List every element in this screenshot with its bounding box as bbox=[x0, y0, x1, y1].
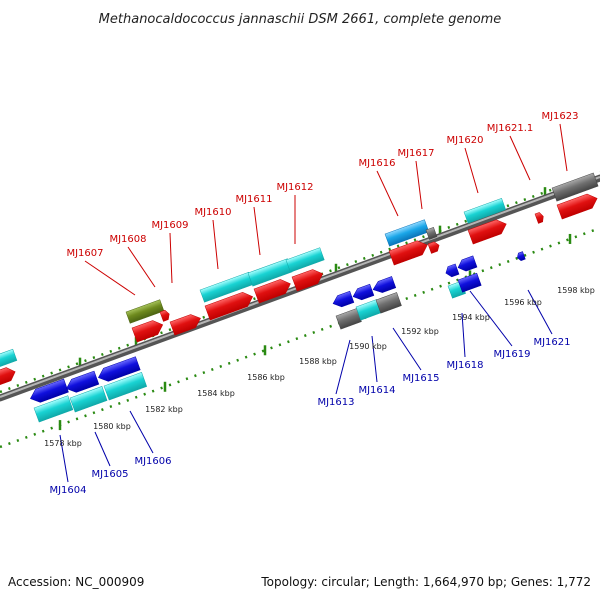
scale-tick-label: 1594 kbp bbox=[452, 313, 490, 322]
reverse-gene bbox=[375, 292, 402, 314]
reverse-gene bbox=[98, 356, 141, 382]
label-leader bbox=[94, 431, 111, 467]
reverse-gene bbox=[457, 255, 478, 272]
gene-label-top: MJ1620 bbox=[446, 135, 483, 146]
map-title: Methanocaldococcus jannaschii DSM 2661, … bbox=[99, 12, 502, 27]
topology-summary: Topology: circular; Length: 1,664,970 bp… bbox=[260, 575, 591, 589]
scale-tick-label: 1584 kbp bbox=[197, 389, 235, 398]
gene-label-bottom: MJ1621 bbox=[533, 337, 570, 348]
forward-gene bbox=[131, 320, 164, 343]
reverse-guide-track bbox=[0, 226, 600, 449]
gene-label-top: MJ1617 bbox=[397, 148, 434, 159]
reverse-gene bbox=[445, 263, 460, 278]
label-leader bbox=[415, 160, 423, 210]
gene-label-top: MJ1612 bbox=[276, 182, 313, 193]
forward-gene bbox=[388, 240, 428, 266]
scale-tick-label: 1590 kbp bbox=[349, 342, 387, 351]
forward-gene bbox=[291, 269, 324, 292]
scale-tick-label: 1580 kbp bbox=[93, 422, 131, 431]
accession-text: Accession: NC_000909 bbox=[8, 575, 144, 589]
reverse-gene bbox=[66, 370, 100, 393]
reverse-gene bbox=[457, 272, 482, 293]
forward-gene bbox=[551, 172, 599, 202]
gene-label-bottom: MJ1606 bbox=[134, 456, 171, 467]
forward-gene bbox=[125, 299, 165, 324]
label-leader bbox=[212, 219, 219, 270]
label-leader bbox=[129, 410, 154, 454]
forward-gene bbox=[556, 193, 598, 220]
forward-gene bbox=[425, 226, 438, 240]
scale-tick-label: 1578 kbp bbox=[44, 439, 82, 448]
scale-ticks: 1578 kbp 1580 kbp 1582 kbp 1584 kbp 1586 kbp… bbox=[44, 286, 595, 448]
label-leader bbox=[127, 246, 156, 288]
gene-label-top: MJ1611 bbox=[235, 194, 272, 205]
forward-gene bbox=[467, 219, 507, 245]
reverse-gene bbox=[332, 290, 355, 308]
scale-tick-label: 1592 kbp bbox=[401, 327, 439, 336]
label-leader bbox=[464, 147, 479, 194]
forward-gene bbox=[463, 197, 507, 224]
gene-label-bottom: MJ1614 bbox=[358, 385, 395, 396]
reverse-gene bbox=[103, 371, 148, 401]
gene-label-top: MJ1609 bbox=[151, 220, 188, 231]
reverse-gene bbox=[33, 395, 74, 423]
gene-label-top: MJ1607 bbox=[66, 248, 103, 259]
label-leader bbox=[59, 434, 69, 483]
reverse-gene bbox=[517, 251, 526, 261]
reverse-gene bbox=[372, 276, 397, 293]
forward-gene bbox=[253, 279, 291, 304]
label-leaders bbox=[59, 123, 568, 483]
reverse-gene bbox=[69, 386, 108, 413]
label-leader bbox=[559, 123, 568, 172]
reverse-gene bbox=[30, 378, 69, 403]
label-leader bbox=[253, 206, 261, 256]
gene-label-top: MJ1623 bbox=[541, 111, 578, 122]
forward-gene bbox=[427, 241, 440, 254]
label-leader bbox=[84, 260, 136, 296]
scale-tick-label: 1582 kbp bbox=[145, 405, 183, 414]
gene-label-top: MJ1621.1 bbox=[487, 123, 534, 134]
forward-gene bbox=[534, 212, 544, 224]
scale-tick-label: 1598 kbp bbox=[557, 286, 595, 295]
forward-gene bbox=[169, 314, 201, 336]
gene-label-bottom: MJ1615 bbox=[402, 373, 439, 384]
label-leader bbox=[371, 335, 378, 383]
label-leader bbox=[509, 135, 531, 181]
gene-features bbox=[0, 172, 599, 423]
label-leader bbox=[527, 289, 553, 335]
reverse-gene bbox=[335, 308, 362, 330]
gene-label-bottom: MJ1618 bbox=[446, 360, 483, 371]
label-leader bbox=[461, 312, 466, 358]
gene-label-top: MJ1610 bbox=[194, 207, 231, 218]
gene-label-bottom: MJ1604 bbox=[49, 485, 86, 496]
gene-label-bottom: MJ1619 bbox=[493, 349, 530, 360]
gene-label-top: MJ1608 bbox=[109, 234, 146, 245]
forward-gene bbox=[204, 292, 254, 321]
label-leader bbox=[469, 290, 513, 347]
forward-gene bbox=[159, 309, 170, 322]
gene-label-bottom: MJ1613 bbox=[317, 397, 354, 408]
forward-gene bbox=[285, 247, 325, 273]
gene-labels: MJ1607 MJ1608 MJ1609 MJ1610 MJ1611 MJ1612 MJ16… bbox=[49, 111, 578, 496]
scale-tick-label: 1596 kbp bbox=[504, 298, 542, 307]
label-leader bbox=[169, 232, 173, 284]
scale-tick-label: 1588 kbp bbox=[299, 357, 337, 366]
reverse-gene bbox=[352, 283, 375, 301]
label-leader bbox=[392, 327, 422, 371]
scale-tick-label: 1586 kbp bbox=[247, 373, 285, 382]
gene-label-top: MJ1616 bbox=[358, 158, 395, 169]
gene-label-bottom: MJ1605 bbox=[91, 469, 128, 480]
label-leader bbox=[335, 339, 351, 395]
label-leader bbox=[376, 170, 399, 217]
forward-gene bbox=[0, 348, 18, 368]
forward-gene bbox=[0, 367, 16, 386]
